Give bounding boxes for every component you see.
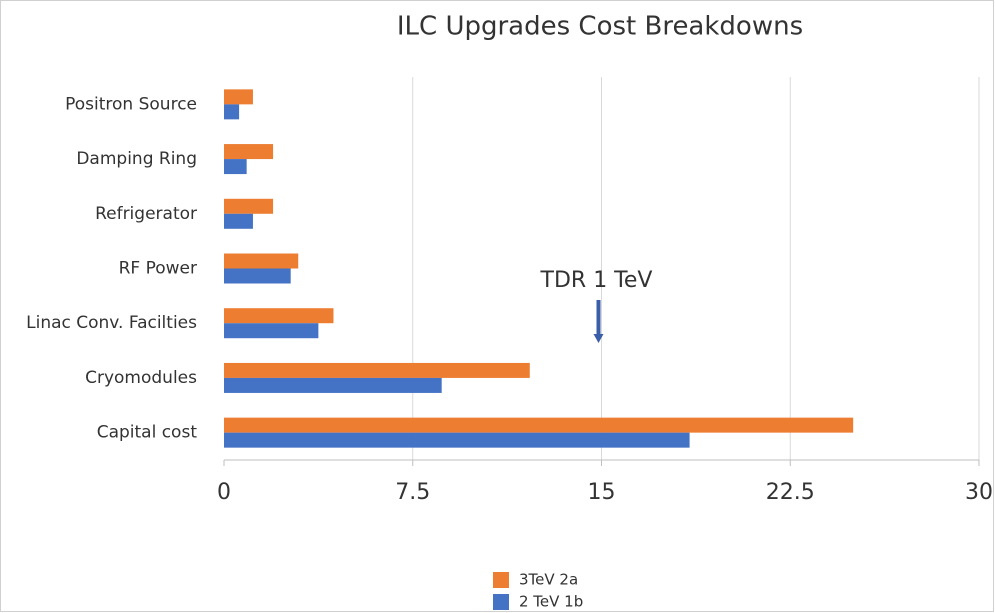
bar (224, 89, 253, 105)
y-tick-label: Capital cost (97, 423, 198, 443)
bar (224, 377, 442, 393)
y-tick-label: RF Power (119, 259, 197, 279)
y-tick-label: Positron Source (65, 94, 197, 114)
legend-swatch (493, 572, 509, 588)
x-tick-label: 15 (588, 480, 616, 505)
bar (224, 159, 247, 175)
bar (224, 323, 319, 339)
bar (224, 144, 274, 160)
y-tick-label: Linac Conv. Facilties (26, 313, 197, 333)
y-tick-label: Refrigerator (95, 204, 197, 224)
bar (224, 417, 854, 433)
y-tick-label: Cryomodules (85, 368, 197, 388)
bar (224, 104, 240, 120)
bar (224, 362, 530, 378)
annotation-arrowhead (593, 334, 604, 343)
bar (224, 308, 334, 324)
y-tick-label: Damping Ring (76, 149, 197, 169)
annotation-text: TDR 1 TeV (540, 268, 653, 293)
bar (224, 432, 690, 448)
bar (224, 213, 253, 229)
legend-swatch (493, 594, 509, 610)
x-tick-label: 30 (965, 480, 993, 505)
legend-label: 3TeV 2a (519, 571, 578, 589)
chart-title: ILC Upgrades Cost Breakdowns (397, 12, 803, 42)
x-tick-label: 22.5 (766, 480, 815, 505)
bar (224, 198, 274, 214)
bar (224, 268, 291, 284)
bar (224, 253, 299, 269)
x-tick-label: 7.5 (395, 480, 430, 505)
legend-label: 2 TeV 1b (519, 593, 583, 611)
x-tick-label: 0 (217, 480, 231, 505)
